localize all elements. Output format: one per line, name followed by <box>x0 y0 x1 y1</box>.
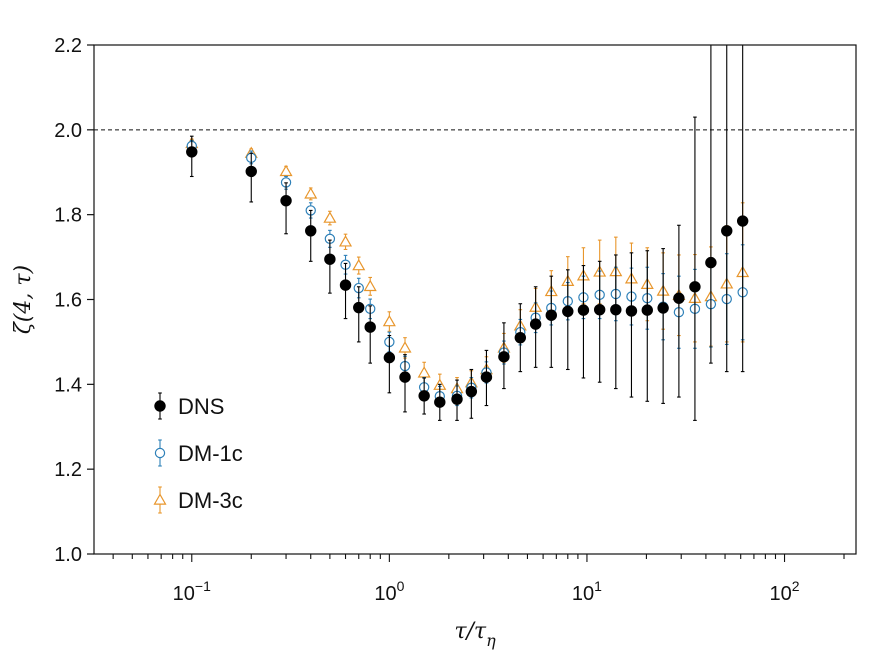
data-point <box>364 321 376 333</box>
legend: DNS DM-1c DM-3c <box>153 392 243 514</box>
legend-marker <box>153 493 167 505</box>
data-point <box>339 279 352 291</box>
legend-label: DNS <box>178 394 224 419</box>
data-point <box>323 211 337 223</box>
data-point <box>338 235 353 247</box>
legend-marker <box>154 400 166 412</box>
x-tick-exponent: 0 <box>397 578 405 594</box>
data-point <box>279 164 293 177</box>
data-point <box>736 215 749 227</box>
x-axis: 10−1 100 101 102 <box>112 554 845 605</box>
data-point <box>721 225 733 237</box>
x-tick-base: 10 <box>572 583 594 605</box>
legend-entry-dm-1c: DM-1c <box>154 439 243 467</box>
plot-area <box>185 45 750 421</box>
data-point <box>383 351 396 364</box>
data-point <box>363 279 377 292</box>
legend-entry-dns: DNS <box>154 392 224 420</box>
x-tick-exponent: 2 <box>792 578 800 594</box>
data-point <box>398 341 412 353</box>
x-tick-base: 10 <box>173 583 195 605</box>
data-point <box>545 309 557 321</box>
legend-label: DM-1c <box>178 441 243 466</box>
x-axis-title: τ/τη <box>454 619 496 650</box>
data-point <box>625 305 638 317</box>
y-axis-title: ζ(4, τ) <box>11 265 36 334</box>
data-point <box>529 318 542 330</box>
series-dm-3c <box>185 136 750 401</box>
data-point <box>417 366 431 378</box>
y-tick-label: 1.4 <box>54 374 82 396</box>
series-dns <box>186 45 749 421</box>
y-tick-label: 2.0 <box>54 120 82 142</box>
data-point <box>304 187 318 199</box>
x-tick-exponent: −1 <box>195 578 211 594</box>
data-point <box>562 305 574 318</box>
x-tick-label: 100 <box>374 578 404 605</box>
data-point <box>305 225 317 237</box>
y-tick-label: 1.6 <box>54 290 82 312</box>
data-point <box>418 390 430 402</box>
legend-marker <box>154 447 166 459</box>
data-point <box>657 302 669 314</box>
legend-entry-dm-3c: DM-3c <box>153 486 243 514</box>
data-point <box>673 292 685 304</box>
data-point <box>451 393 463 405</box>
y-tick-label: 1.2 <box>54 459 82 481</box>
data-point <box>593 303 606 316</box>
data-point <box>465 385 478 398</box>
data-point <box>705 256 717 269</box>
x-axis-title-sub: η <box>486 631 496 650</box>
data-point <box>353 301 365 314</box>
data-point <box>498 351 510 363</box>
x-tick-label: 10−1 <box>173 578 211 605</box>
data-point <box>610 303 622 316</box>
y-tick-label: 1.8 <box>54 205 82 227</box>
data-point <box>352 258 366 271</box>
data-point <box>689 281 701 293</box>
plot-frame <box>93 44 857 555</box>
data-point <box>382 314 396 327</box>
data-point <box>641 304 653 316</box>
data-point <box>514 331 527 344</box>
y-tick-label: 2.2 <box>54 35 82 57</box>
data-point <box>186 146 198 158</box>
data-point <box>480 371 493 383</box>
data-point <box>577 304 590 316</box>
legend-label: DM-3c <box>178 488 243 513</box>
data-point <box>280 194 292 207</box>
data-point <box>245 165 257 178</box>
x-tick-exponent: 1 <box>594 578 602 594</box>
x-tick-label: 101 <box>572 578 602 605</box>
x-tick-base: 10 <box>374 583 396 605</box>
data-point <box>324 253 336 265</box>
data-point <box>434 396 446 408</box>
x-tick-label: 102 <box>770 578 800 605</box>
y-axis: 1.0 1.2 1.4 1.6 1.8 2.0 2.2 <box>54 35 94 566</box>
data-point <box>399 371 411 383</box>
x-tick-base: 10 <box>770 583 792 605</box>
y-tick-label: 1.0 <box>54 544 82 566</box>
x-axis-title-main: τ/τ <box>454 619 487 644</box>
